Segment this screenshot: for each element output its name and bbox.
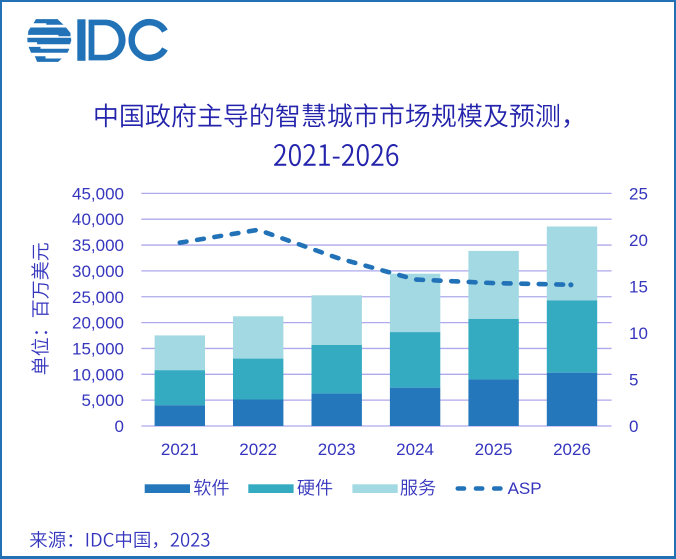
svg-text:20: 20 xyxy=(629,231,648,250)
svg-text:10,000: 10,000 xyxy=(72,365,124,384)
svg-text:30,000: 30,000 xyxy=(72,262,124,281)
svg-text:45,000: 45,000 xyxy=(72,184,124,203)
svg-text:2026: 2026 xyxy=(553,440,591,459)
svg-text:15,000: 15,000 xyxy=(72,339,124,358)
svg-text:0: 0 xyxy=(115,417,124,436)
svg-text:15: 15 xyxy=(629,277,648,296)
svg-text:5: 5 xyxy=(629,371,638,390)
svg-text:25: 25 xyxy=(629,184,648,203)
svg-text:2021: 2021 xyxy=(161,440,199,459)
svg-text:35,000: 35,000 xyxy=(72,236,124,255)
svg-text:2024: 2024 xyxy=(396,440,434,459)
svg-text:2022: 2022 xyxy=(239,440,277,459)
svg-text:5,000: 5,000 xyxy=(81,391,124,410)
svg-text:25,000: 25,000 xyxy=(72,288,124,307)
svg-text:10: 10 xyxy=(629,324,648,343)
svg-text:2025: 2025 xyxy=(475,440,513,459)
svg-text:0: 0 xyxy=(629,417,638,436)
svg-text:2023: 2023 xyxy=(318,440,356,459)
svg-text:ASP: ASP xyxy=(508,479,542,498)
svg-text:40,000: 40,000 xyxy=(72,210,124,229)
svg-text:20,000: 20,000 xyxy=(72,314,124,333)
